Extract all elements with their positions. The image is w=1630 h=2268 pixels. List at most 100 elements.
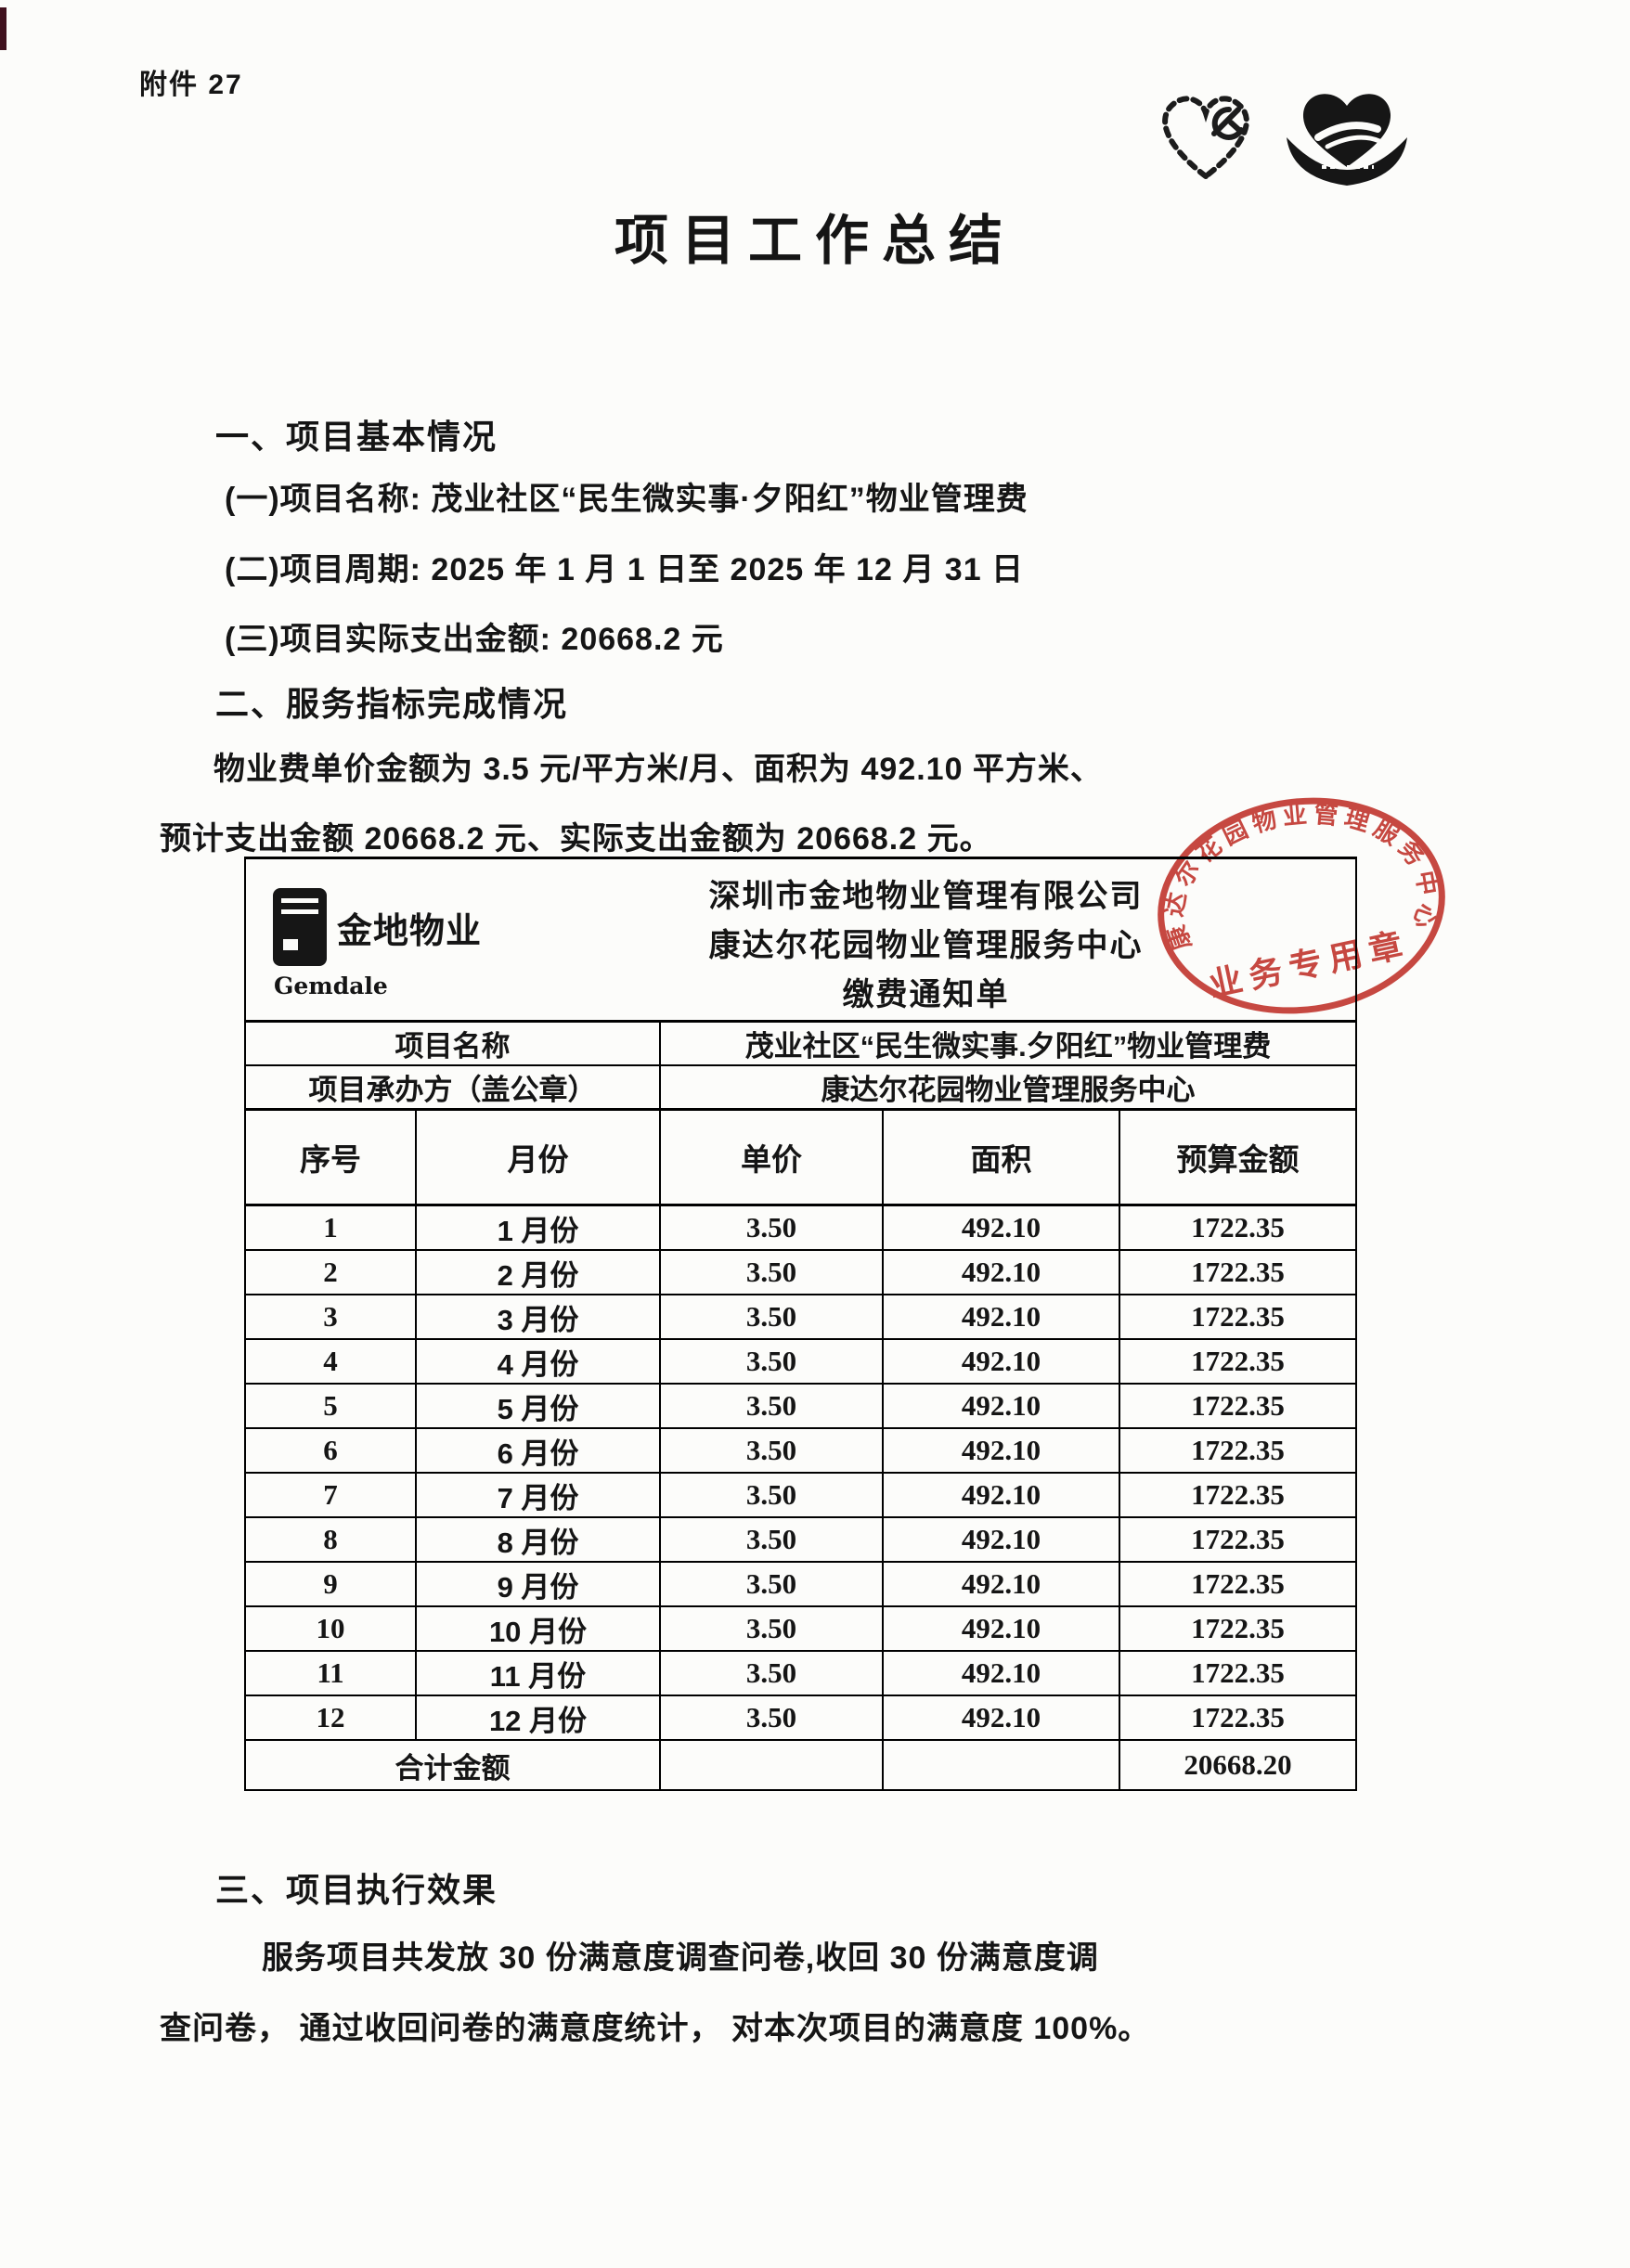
fee-cell-area: 492.10 (882, 1294, 1120, 1340)
total-price-empty (659, 1739, 884, 1791)
project-name-label: 项目名称 (244, 1020, 661, 1066)
fee-cell-area: 492.10 (882, 1472, 1120, 1518)
service-center-line: 康达尔花园物业管理服务中心 (708, 928, 1144, 963)
gemdale-logo-icon (273, 888, 327, 966)
fee-cell-amount: 1722.35 (1119, 1383, 1357, 1429)
fee-cell-month: 1 月份 (415, 1204, 661, 1251)
fee-cell-no: 8 (244, 1516, 417, 1563)
fee-cell-price: 3.50 (659, 1472, 884, 1518)
fee-cell-price: 3.50 (659, 1204, 884, 1251)
fee-cell-month: 3 月份 (415, 1294, 661, 1340)
notice-header-lines: 深圳市金地物业管理有限公司 康达尔花园物业管理服务中心 缴费通知单 (497, 859, 1355, 1020)
fee-cell-price: 3.50 (659, 1249, 884, 1295)
section2-paragraph-line2: 预计支出金额 20668.2 元、实际支出金额为 20668.2 元。 (160, 821, 992, 857)
fee-cell-no: 5 (244, 1383, 417, 1429)
fee-cell-no: 9 (244, 1561, 417, 1607)
payment-notice-table: 金地物业 Gemdale 深圳市金地物业管理有限公司 康达尔花园物业管理服务中心… (244, 857, 1357, 1791)
fee-cell-month: 9 月份 (415, 1561, 661, 1607)
column-header-area: 面积 (882, 1108, 1120, 1206)
fee-cell-no: 2 (244, 1249, 417, 1295)
fee-cell-no: 10 (244, 1605, 417, 1652)
stamp-center-text: 业务专用章 (1206, 924, 1414, 1004)
fee-cell-amount: 1722.35 (1119, 1472, 1357, 1518)
fee-cell-amount: 1722.35 (1119, 1294, 1357, 1340)
section1-heading: 一、项目基本情况 (215, 418, 498, 456)
fee-cell-no: 7 (244, 1472, 417, 1518)
fee-cell-no: 12 (244, 1695, 417, 1741)
fee-cell-month: 5 月份 (415, 1383, 661, 1429)
section2-paragraph-line1: 物业费单价金额为 3.5 元/平方米/月、面积为 492.10 平方米、 (213, 752, 1103, 787)
fee-cell-area: 492.10 (882, 1516, 1120, 1563)
total-area-empty (882, 1739, 1120, 1791)
fee-cell-no: 3 (244, 1294, 417, 1340)
column-header-price: 单价 (659, 1108, 884, 1206)
party-heart-logo-icon (1162, 96, 1249, 180)
fee-cell-month: 6 月份 (415, 1427, 661, 1474)
fee-cell-area: 492.10 (882, 1561, 1120, 1607)
fee-cell-amount: 1722.35 (1119, 1204, 1357, 1251)
project-name-value: 茂业社区“民生微实事.夕阳红”物业管理费 (659, 1020, 1357, 1066)
section2-heading: 二、服务指标完成情况 (215, 685, 569, 723)
fee-table-row: 12 12 月份 3.50 492.10 1722.35 (244, 1695, 1357, 1741)
gemdale-logo-subtext: Gemdale (274, 973, 388, 999)
table-header-cell: 金地物业 Gemdale 深圳市金地物业管理有限公司 康达尔花园物业管理服务中心… (244, 857, 1357, 1023)
fee-cell-area: 492.10 (882, 1249, 1120, 1295)
section3-paragraph-line2: 查问卷， 通过收回问卷的满意度统计， 对本次项目的满意度 100%。 (160, 2011, 1151, 2046)
section3-paragraph-line1: 服务项目共发放 30 份满意度调查问卷,收回 30 份满意度调 (262, 1940, 1099, 1976)
fee-cell-price: 3.50 (659, 1695, 884, 1741)
section1-item-period: (二)项目周期: 2025 年 1 月 1 日至 2025 年 12 月 31 … (225, 552, 1025, 587)
column-header-amount: 预算金额 (1119, 1108, 1357, 1206)
fee-cell-amount: 1722.35 (1119, 1516, 1357, 1563)
official-seal-stamp: 康达尔花园物业管理服务中心 业务专用章 (1145, 789, 1448, 1014)
gemdale-logo-block: 金地物业 Gemdale (246, 859, 497, 999)
fee-cell-price: 3.50 (659, 1427, 884, 1474)
fee-cell-amount: 1722.35 (1119, 1650, 1357, 1696)
column-header-month: 月份 (415, 1108, 661, 1206)
notice-title-line: 缴费通知单 (842, 977, 1010, 1012)
fee-cell-month: 10 月份 (415, 1605, 661, 1652)
fee-cell-amount: 1722.35 (1119, 1695, 1357, 1741)
fee-cell-price: 3.50 (659, 1561, 884, 1607)
fee-cell-month: 11 月份 (415, 1650, 661, 1696)
fee-cell-amount: 1722.35 (1119, 1605, 1357, 1652)
header-logos (1149, 85, 1417, 195)
fee-table-row: 11 11 月份 3.50 492.10 1722.35 (244, 1650, 1357, 1696)
fee-cell-area: 492.10 (882, 1204, 1120, 1251)
fee-cell-amount: 1722.35 (1119, 1338, 1357, 1385)
attachment-label: 附件 27 (139, 70, 243, 100)
fee-cell-month: 7 月份 (415, 1472, 661, 1518)
section1-item-amount: (三)项目实际支出金额: 20668.2 元 (225, 622, 724, 657)
fee-cell-price: 3.50 (659, 1383, 884, 1429)
fee-cell-amount: 1722.35 (1119, 1561, 1357, 1607)
fee-cell-area: 492.10 (882, 1383, 1120, 1429)
total-amount: 20668.20 (1119, 1739, 1357, 1791)
fee-cell-price: 3.50 (659, 1294, 884, 1340)
fee-cell-amount: 1722.35 (1119, 1249, 1357, 1295)
undertaker-value: 康达尔花园物业管理服务中心 (659, 1064, 1357, 1111)
section1-item-name: (一)项目名称: 茂业社区“民生微实事·夕阳红”物业管理费 (225, 482, 1028, 517)
total-label: 合计金额 (244, 1739, 661, 1791)
fee-cell-month: 12 月份 (415, 1695, 661, 1741)
fee-table-row: 10 10 月份 3.50 492.10 1722.35 (244, 1605, 1357, 1652)
column-header-no: 序号 (244, 1108, 417, 1206)
fee-cell-no: 1 (244, 1204, 417, 1251)
gemdale-logo-text: 金地物业 (337, 911, 483, 951)
section3-heading: 三、项目执行效果 (215, 1871, 498, 1909)
scan-artifact (0, 7, 6, 50)
fee-cell-price: 3.50 (659, 1516, 884, 1563)
page-title: 项目工作总结 (614, 209, 1016, 272)
fee-cell-area: 492.10 (882, 1427, 1120, 1474)
fee-cell-no: 4 (244, 1338, 417, 1385)
fee-cell-no: 11 (244, 1650, 417, 1696)
fee-cell-price: 3.50 (659, 1605, 884, 1652)
